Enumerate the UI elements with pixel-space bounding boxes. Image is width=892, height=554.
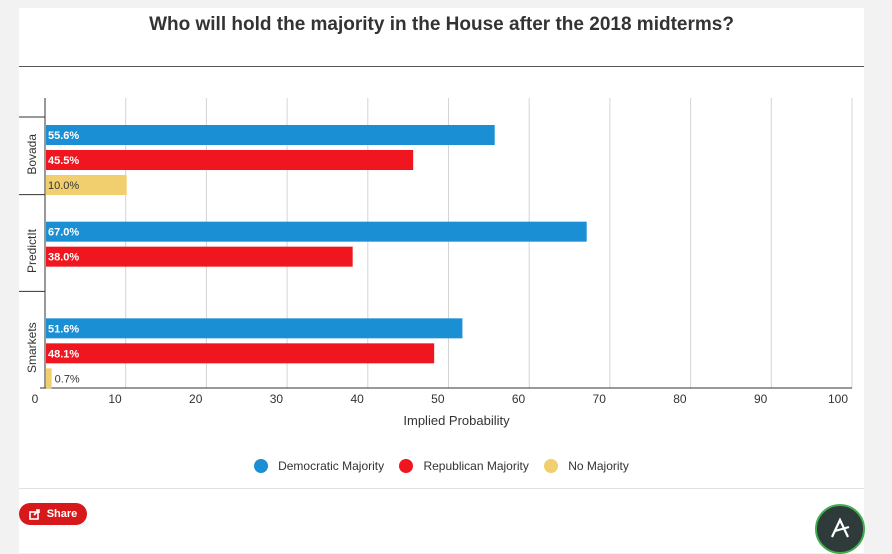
legend-item-no-majority[interactable]: No Majority (544, 459, 629, 473)
category-label: Smarkets (25, 322, 39, 373)
x-tick-label: 30 (270, 392, 284, 406)
share-button-label: Share (46, 508, 78, 520)
legend-swatch-republican (399, 459, 414, 473)
bar-democratic (46, 221, 587, 242)
x-tick-label: 100 (828, 392, 848, 406)
legend-swatch-no-majority (544, 459, 559, 473)
legend-label-republican: Republican Majority (423, 459, 529, 473)
category-label: PredictIt (25, 228, 39, 273)
x-tick-label: 0 (32, 392, 39, 406)
data-label: 45.5% (48, 155, 79, 167)
x-tick-label: 80 (673, 392, 687, 406)
legend-item-republican[interactable]: Republican Majority (399, 459, 529, 473)
bar-chart: 0 10 20 30 40 50 60 70 80 90 100 Bovada 55.6% 45.5% 10… (19, 98, 853, 428)
data-label: 67.0% (48, 227, 79, 239)
data-label: 55.6% (48, 130, 79, 142)
bar-republican (46, 150, 414, 170)
data-label: 38.0% (48, 252, 79, 264)
share-button[interactable]: Share (19, 503, 87, 525)
title-divider (19, 66, 864, 67)
x-axis-title: Implied Probability (403, 413, 510, 428)
bar-republican (46, 343, 435, 364)
bar-no-majority (46, 175, 127, 195)
brand-logo-icon (831, 517, 850, 538)
data-label: 51.6% (48, 323, 79, 335)
bar-democratic (46, 125, 495, 145)
data-label: 0.7% (55, 373, 80, 385)
chart-card: Who will hold the majority in the House … (19, 8, 865, 554)
share-icon (28, 508, 40, 520)
data-label: 48.1% (48, 348, 79, 360)
x-tick-label: 10 (108, 392, 122, 406)
x-tick-label: 60 (512, 392, 526, 406)
x-tick-label: 70 (593, 392, 607, 406)
legend-item-democratic[interactable]: Democratic Majority (254, 459, 384, 473)
x-tick-label: 50 (431, 392, 445, 406)
category-label: Bovada (25, 134, 39, 175)
legend-swatch-democratic (254, 459, 269, 473)
bar-no-majority (46, 368, 52, 389)
x-tick-label: 90 (754, 392, 768, 406)
chart-title: Who will hold the majority in the House … (149, 14, 734, 35)
footer-divider (19, 488, 864, 489)
x-tick-label: 20 (189, 392, 203, 406)
legend-label-democratic: Democratic Majority (278, 459, 385, 473)
bar-republican (46, 246, 353, 267)
bar-democratic (46, 318, 463, 339)
data-label: 10.0% (48, 180, 79, 192)
x-tick-label: 40 (350, 392, 364, 406)
brand-logo[interactable] (815, 504, 865, 554)
legend-label-no-majority: No Majority (568, 459, 629, 473)
chart-legend: Democratic Majority Republican Majority … (19, 459, 864, 476)
